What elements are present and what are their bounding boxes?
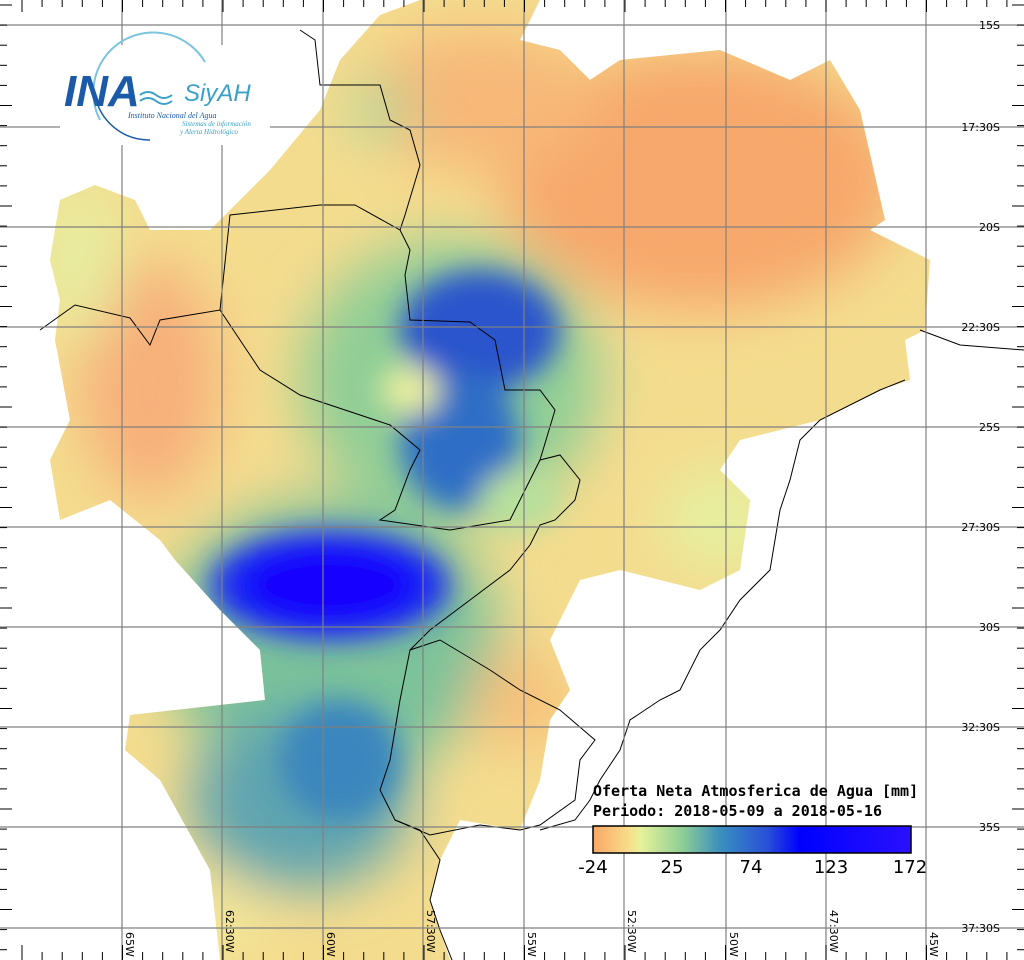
colorbar-tick: -24 — [578, 857, 607, 878]
latitude-labels: 15S 17:30S 20S 22:30S 25S 27:30S 30S 32:… — [961, 19, 1000, 935]
legend: Oferta Neta Atmosferica de Agua [mm] Per… — [578, 782, 927, 878]
logo-system: SiyAH — [184, 80, 251, 107]
lon-label: 45W — [927, 932, 940, 957]
lon-label: 47:30W — [827, 910, 840, 953]
colorbar-tick: 74 — [740, 857, 763, 878]
legend-period: Periodo: 2018-05-09 a 2018-05-16 — [593, 802, 882, 820]
colorbar-tick: 172 — [893, 857, 927, 878]
logo-acronym: INA — [64, 67, 140, 116]
lon-label: 65W — [123, 932, 136, 957]
lat-label: 22:30S — [961, 321, 1000, 334]
colorbar-tick: 25 — [661, 857, 684, 878]
lat-label: 27:30S — [961, 521, 1000, 534]
lon-label: 57:30W — [424, 910, 437, 953]
logo-subtitle-2: y Alerta Hidrológico — [179, 128, 238, 136]
lon-label: 50W — [727, 932, 740, 957]
colorbar — [592, 825, 912, 854]
lat-label: 25S — [979, 421, 1000, 434]
lat-label: 15S — [979, 19, 1000, 32]
lat-label: 20S — [979, 221, 1000, 234]
longitude-labels: 65W 62:30W 60W 57:30W 55W 52:30W 50W 47:… — [123, 910, 940, 957]
logo-subtitle-1: Sistemas de información — [182, 120, 251, 128]
lat-label: 17:30S — [961, 121, 1000, 134]
lon-label: 60W — [324, 932, 337, 957]
lat-label: 30S — [979, 621, 1000, 634]
logo-institute: Instituto Nacional del Agua — [127, 111, 217, 120]
lon-label: 52:30W — [625, 910, 638, 953]
colorbar-tick: 123 — [814, 857, 848, 878]
lat-label: 35S — [979, 821, 1000, 834]
ina-siyah-logo: INA SiyAH Instituto Nacional del Agua Si… — [60, 31, 270, 145]
political-borders — [39, 29, 1024, 960]
lon-label: 62:30W — [223, 910, 236, 953]
lat-label: 32:30S — [961, 721, 1000, 734]
lon-label: 55W — [525, 932, 538, 957]
lat-label: 37:30S — [961, 922, 1000, 935]
legend-title: Oferta Neta Atmosferica de Agua [mm] — [593, 782, 918, 800]
